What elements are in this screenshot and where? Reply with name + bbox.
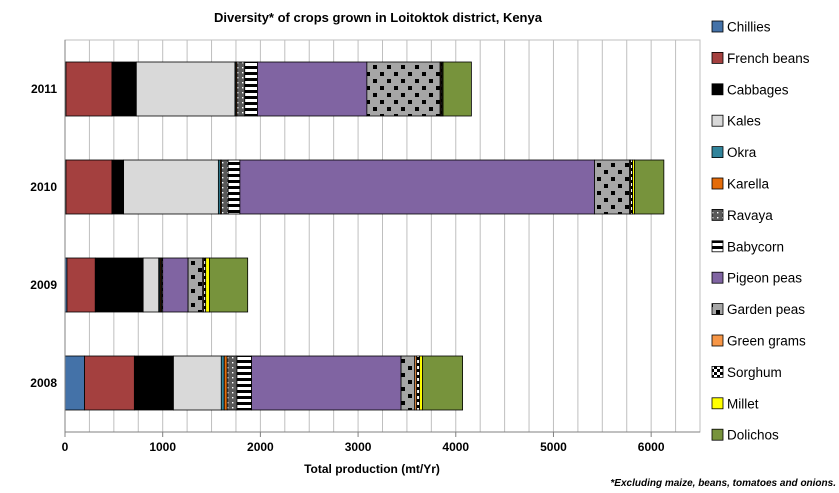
legend-item-pigeon-peas: Pigeon peas bbox=[711, 271, 802, 286]
bar-2011-ravaya bbox=[236, 61, 246, 117]
bar-2008-kales bbox=[173, 355, 222, 411]
legend-item-millet: Millet bbox=[711, 396, 759, 411]
legend-swatch bbox=[711, 83, 724, 96]
legend-swatch bbox=[711, 397, 724, 410]
legend: Chillies French beans Cabbages Kales Okra Kar… bbox=[711, 20, 810, 443]
legend-swatch bbox=[711, 303, 724, 316]
bar-2010-pigeon-peas bbox=[239, 159, 595, 215]
bar-2008-chillies bbox=[64, 355, 85, 411]
x-tick-label-3000: 3000 bbox=[345, 440, 372, 454]
x-tick-label-0: 0 bbox=[62, 440, 69, 454]
bar-2010-cabbages bbox=[111, 159, 125, 215]
bar-2010-french-beans bbox=[65, 159, 113, 215]
legend-item-french-beans: French beans bbox=[711, 51, 810, 66]
bar-2011-french-beans bbox=[65, 61, 113, 117]
legend-label: Green grams bbox=[727, 334, 806, 349]
bar-2009-millet bbox=[205, 257, 210, 313]
x-tick-label-1000: 1000 bbox=[149, 440, 176, 454]
legend-label: Sorghum bbox=[727, 365, 782, 380]
x-axis-label: Total production (mt/Yr) bbox=[304, 462, 440, 476]
bar-2010-kales bbox=[123, 159, 219, 215]
bar-2008-karella bbox=[223, 355, 228, 411]
bar-2008-millet bbox=[419, 355, 423, 411]
category-labels: 2011 2010 2009 2008 bbox=[30, 82, 57, 390]
x-tick-labels: 0 1000 2000 3000 4000 5000 6000 bbox=[62, 440, 665, 454]
bar-2008-pigeon-peas bbox=[251, 355, 402, 411]
legend-item-dolichos: Dolichos bbox=[711, 428, 779, 443]
bar-2010-ravaya bbox=[220, 159, 229, 215]
category-label-2009: 2009 bbox=[30, 278, 57, 292]
bar-2011-garden-peas bbox=[366, 61, 441, 117]
bars bbox=[64, 61, 665, 411]
category-label-2011: 2011 bbox=[31, 82, 57, 96]
bar-2009-dolichos bbox=[209, 257, 249, 313]
bar-2008-dolichos bbox=[422, 355, 464, 411]
x-tick-label-5000: 5000 bbox=[540, 440, 567, 454]
bar-2009-french-beans bbox=[66, 257, 96, 313]
bar-2011-kales bbox=[135, 61, 236, 117]
bar-2011-pigeon-peas bbox=[257, 61, 368, 117]
category-label-2008: 2008 bbox=[30, 376, 57, 390]
legend-label: Chillies bbox=[727, 20, 771, 35]
bar-2008-garden-peas bbox=[400, 355, 416, 411]
legend-label: Kales bbox=[727, 114, 761, 129]
bar-2010-babycorn bbox=[227, 159, 241, 215]
bar-2010-dolichos bbox=[634, 159, 665, 215]
bar-2009-kales bbox=[142, 257, 160, 313]
x-tick-label-6000: 6000 bbox=[638, 440, 665, 454]
legend-item-sorghum: Sorghum bbox=[711, 365, 782, 380]
bar-2008-babycorn bbox=[236, 355, 252, 411]
footnote: *Excluding maize, beans, tomatoes and on… bbox=[610, 478, 836, 489]
legend-item-garden-peas: Garden peas bbox=[711, 302, 805, 317]
legend-swatch bbox=[711, 114, 724, 127]
legend-swatch bbox=[711, 208, 724, 221]
axes bbox=[64, 40, 700, 437]
bar-2008-cabbages bbox=[133, 355, 174, 411]
legend-swatch bbox=[711, 240, 724, 253]
bar-2011-babycorn bbox=[244, 61, 258, 117]
bar-2008-sorghum bbox=[416, 355, 421, 411]
legend-swatch bbox=[711, 20, 724, 33]
legend-label: Garden peas bbox=[727, 302, 805, 317]
legend-item-cabbages: Cabbages bbox=[711, 82, 789, 97]
legend-label: Millet bbox=[727, 396, 759, 411]
legend-item-karella: Karella bbox=[711, 177, 770, 192]
legend-swatch bbox=[711, 334, 724, 347]
category-label-2010: 2010 bbox=[30, 180, 57, 194]
legend-swatch bbox=[711, 271, 724, 284]
legend-label: Okra bbox=[727, 145, 757, 160]
bar-2011-cabbages bbox=[111, 61, 137, 117]
legend-label: Pigeon peas bbox=[727, 271, 802, 286]
bar-2008-ravaya bbox=[226, 355, 238, 411]
legend-label: Dolichos bbox=[727, 428, 779, 443]
legend-swatch bbox=[711, 146, 724, 159]
legend-item-ravaya: Ravaya bbox=[711, 208, 773, 223]
bar-2009-garden-peas bbox=[187, 257, 204, 313]
bar-2009-cabbages bbox=[94, 257, 144, 313]
legend-item-chillies: Chillies bbox=[711, 20, 771, 35]
bar-2010-garden-peas bbox=[594, 159, 631, 215]
legend-label: French beans bbox=[727, 51, 810, 66]
legend-label: Karella bbox=[727, 177, 770, 192]
legend-label: Ravaya bbox=[727, 208, 773, 223]
legend-item-okra: Okra bbox=[711, 145, 757, 160]
bar-2008-french-beans bbox=[84, 355, 135, 411]
legend-swatch bbox=[711, 428, 724, 441]
x-tick-label-4000: 4000 bbox=[442, 440, 469, 454]
legend-swatch bbox=[711, 52, 724, 64]
x-tick-label-2000: 2000 bbox=[247, 440, 274, 454]
legend-item-babycorn: Babycorn bbox=[711, 239, 784, 254]
bar-2011-dolichos bbox=[442, 61, 472, 117]
legend-swatch bbox=[711, 177, 724, 190]
legend-label: Babycorn bbox=[727, 239, 784, 254]
bar-2008-okra bbox=[220, 355, 225, 411]
legend-swatch bbox=[711, 365, 724, 378]
legend-item-green-grams: Green grams bbox=[711, 334, 806, 349]
legend-item-kales: Kales bbox=[711, 114, 761, 129]
bar-2009-pigeon-peas bbox=[162, 257, 189, 313]
chart-title: Diversity* of crops grown in Loitoktok d… bbox=[214, 10, 543, 25]
legend-label: Cabbages bbox=[727, 82, 789, 97]
